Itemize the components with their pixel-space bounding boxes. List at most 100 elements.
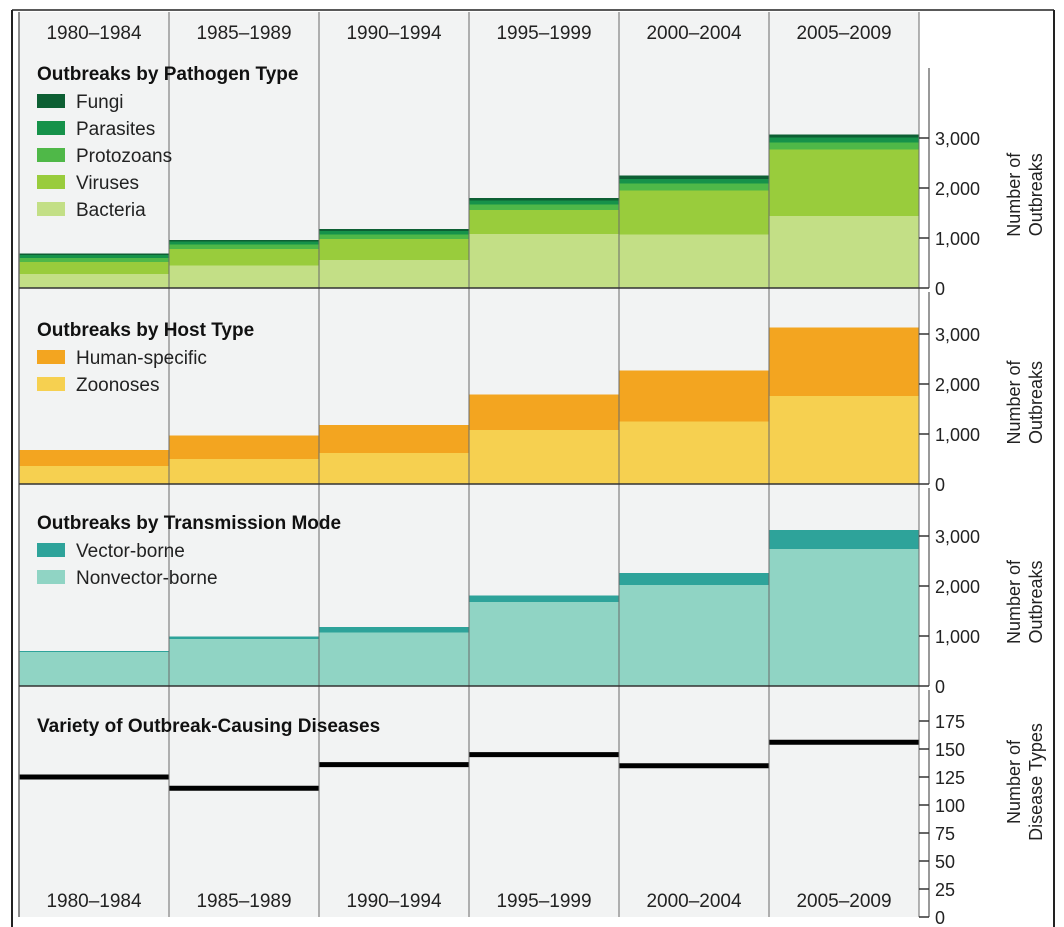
- y-tick-label-3-0: 0: [935, 677, 945, 697]
- bar-fungi-2: [169, 240, 319, 242]
- bar-zoonoses-6: [769, 396, 919, 484]
- legend-label-bacteria: Bacteria: [76, 200, 146, 221]
- bar-fungi-4: [469, 198, 619, 201]
- bar-nonvector-borne-4: [469, 602, 619, 686]
- panel-title-4: Variety of Outbreak-Causing Diseases: [37, 716, 380, 737]
- bar-fungi-5: [619, 175, 769, 179]
- bar-parasites-4: [469, 200, 619, 205]
- legend-label-parasites: Parasites: [76, 119, 155, 140]
- period-label-top-2: 1985–1989: [196, 23, 291, 44]
- bar-vector-borne-2: [169, 636, 319, 639]
- panel-title-2: Outbreaks by Host Type: [37, 320, 254, 341]
- bar-zoonoses-5: [619, 421, 769, 484]
- y-tick-label-3-3: 3,000: [935, 527, 980, 547]
- bar-vector-borne-1: [19, 651, 169, 652]
- y-tick-label-3-2: 2,000: [935, 577, 980, 597]
- bar-bacteria-2: [169, 265, 319, 288]
- bar-parasites-6: [769, 137, 919, 143]
- legend-label-protozoans: Protozoans: [76, 146, 172, 167]
- bar-parasites-5: [619, 179, 769, 184]
- bar-parasites-1: [19, 255, 169, 258]
- y-axis-title-4: Number of Disease Types: [1004, 723, 1046, 841]
- bar-viruses-2: [169, 249, 319, 266]
- period-label-bottom-6: 2005–2009: [796, 891, 891, 912]
- legend-swatch-nonvector-borne: [37, 570, 65, 584]
- legend-swatch-protozoans: [37, 148, 65, 162]
- bar-zoonoses-3: [319, 453, 469, 484]
- y-tick-label-4-3: 75: [935, 824, 955, 844]
- bar-bacteria-1: [19, 274, 169, 288]
- bar-protozoans-5: [619, 183, 769, 191]
- bar-vector-borne-4: [469, 595, 619, 602]
- bar-vector-borne-3: [319, 627, 469, 633]
- bar-viruses-6: [769, 149, 919, 216]
- bar-human-specific-4: [469, 394, 619, 430]
- bar-nonvector-borne-6: [769, 549, 919, 686]
- y-tick-label-2-2: 2,000: [935, 375, 980, 395]
- y-axis-title-1: Number of Outbreaks: [1004, 152, 1046, 237]
- legend-label-zoonoses: Zoonoses: [76, 375, 159, 396]
- bar-protozoans-4: [469, 204, 619, 210]
- period-label-top-6: 2005–2009: [796, 23, 891, 44]
- legend-swatch-bacteria: [37, 202, 65, 216]
- y-tick-label-1-1: 1,000: [935, 229, 980, 249]
- period-label-bottom-3: 1990–1994: [346, 891, 442, 912]
- bar-human-specific-1: [19, 450, 169, 466]
- period-label-top-4: 1995–1999: [496, 23, 591, 44]
- y-tick-label-1-0: 0: [935, 279, 945, 299]
- bar-viruses-5: [619, 190, 769, 235]
- y-tick-label-4-6: 150: [935, 740, 965, 760]
- legend-label-nonvector-borne: Nonvector-borne: [76, 568, 218, 589]
- period-label-bottom-4: 1995–1999: [496, 891, 591, 912]
- legend-swatch-vector-borne: [37, 543, 65, 557]
- bar-fungi-1: [19, 253, 169, 255]
- legend-swatch-parasites: [37, 121, 65, 135]
- bar-nonvector-borne-3: [319, 632, 469, 686]
- bar-protozoans-1: [19, 258, 169, 262]
- y-tick-label-4-5: 125: [935, 768, 965, 788]
- y-tick-label-2-1: 1,000: [935, 425, 980, 445]
- bar-protozoans-3: [319, 234, 469, 239]
- y-tick-label-4-0: 0: [935, 908, 945, 927]
- y-tick-label-4-1: 25: [935, 880, 955, 900]
- bar-protozoans-2: [169, 244, 319, 249]
- bar-parasites-3: [319, 231, 469, 235]
- bar-vector-borne-6: [769, 530, 919, 549]
- legend-label-vector-borne: Vector-borne: [76, 541, 185, 562]
- bar-zoonoses-4: [469, 430, 619, 484]
- bar-parasites-2: [169, 241, 319, 245]
- bar-nonvector-borne-1: [19, 652, 169, 686]
- legend-swatch-viruses: [37, 175, 65, 189]
- panel-title-3: Outbreaks by Transmission Mode: [37, 513, 341, 534]
- legend-swatch-human-specific: [37, 350, 65, 364]
- legend-label-human-specific: Human-specific: [76, 348, 207, 369]
- y-tick-label-1-3: 3,000: [935, 129, 980, 149]
- legend-swatch-fungi: [37, 94, 65, 108]
- panel-3: [19, 530, 919, 686]
- bar-zoonoses-1: [19, 466, 169, 484]
- legend-swatch-zoonoses: [37, 377, 65, 391]
- period-label-top-3: 1990–1994: [346, 23, 442, 44]
- period-label-bottom-2: 1985–1989: [196, 891, 291, 912]
- bar-human-specific-6: [769, 327, 919, 396]
- period-label-bottom-5: 2000–2004: [646, 891, 742, 912]
- panel-title-1: Outbreaks by Pathogen Type: [37, 64, 298, 85]
- bar-human-specific-5: [619, 370, 769, 422]
- y-tick-label-4-7: 175: [935, 712, 965, 732]
- bar-bacteria-6: [769, 216, 919, 288]
- bar-human-specific-2: [169, 435, 319, 459]
- legend-label-viruses: Viruses: [76, 173, 139, 194]
- y-tick-label-2-3: 3,000: [935, 325, 980, 345]
- y-tick-label-3-1: 1,000: [935, 627, 980, 647]
- bar-bacteria-5: [619, 234, 769, 288]
- bar-fungi-3: [319, 229, 469, 231]
- bar-viruses-1: [19, 262, 169, 274]
- y-axis-title-3: Number of Outbreaks: [1004, 559, 1046, 644]
- bar-bacteria-3: [319, 260, 469, 288]
- bar-nonvector-borne-2: [169, 639, 319, 686]
- y-tick-label-1-2: 2,000: [935, 179, 980, 199]
- period-label-top-1: 1980–1984: [46, 23, 142, 44]
- bar-fungi-6: [769, 134, 919, 138]
- period-label-bottom-1: 1980–1984: [46, 891, 142, 912]
